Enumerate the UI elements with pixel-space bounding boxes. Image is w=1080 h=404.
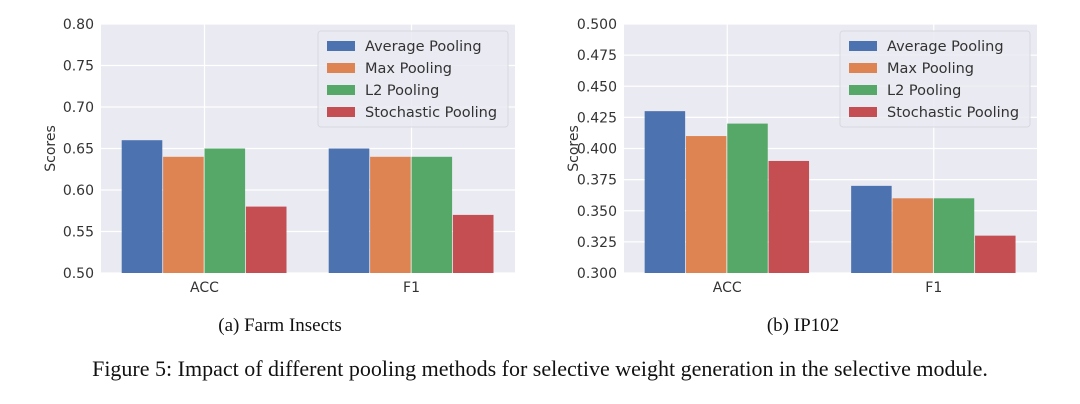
legend-swatch [849, 107, 877, 117]
y-tick-label: 0.450 [577, 79, 617, 95]
legend-box [317, 30, 509, 128]
bar-max-pooling [685, 136, 727, 273]
legend-swatch [849, 63, 877, 73]
legend-label: Max Pooling [887, 61, 974, 77]
legend-swatch [849, 41, 877, 51]
legend-swatch [327, 85, 355, 95]
subcaption: (b) IP102 [767, 315, 839, 336]
y-tick-label: 0.60 [63, 183, 94, 199]
subcaption: (a) Farm Insects [218, 315, 341, 336]
legend-box [839, 30, 1031, 128]
legend-swatch [327, 107, 355, 117]
y-tick-label: 0.50 [63, 266, 94, 282]
bar-average-pooling [328, 148, 370, 273]
legend-label: Average Pooling [365, 39, 482, 55]
y-tick-label: 0.75 [63, 59, 94, 75]
chart-farm-insects: 0.50 0.55 0.60 0.65 0.70 0.75 0.80 ACC F1 Scores A… [43, 17, 515, 336]
legend: Average Pooling Max Pooling L2 Pooling Stoc… [839, 30, 1031, 128]
bar-stochastic-pooling [975, 235, 1016, 273]
y-tick-label: 0.375 [577, 173, 617, 189]
x-tick-label: F1 [925, 280, 942, 296]
bar-l2-pooling [204, 148, 246, 273]
bar-max-pooling [163, 156, 204, 273]
figure-caption: Figure 5: Impact of different pooling me… [92, 356, 988, 381]
bar-average-pooling [644, 111, 686, 274]
y-tick-label: 0.80 [63, 17, 94, 33]
bar-stochastic-pooling [452, 214, 494, 273]
bar-stochastic-pooling [768, 160, 810, 273]
y-tick-label: 0.325 [577, 235, 617, 251]
legend-label: Max Pooling [365, 61, 452, 77]
y-tick-label: 0.55 [63, 225, 94, 241]
bar-l2-pooling [933, 198, 975, 273]
y-tick-label: 0.65 [63, 142, 94, 158]
x-tick-label: ACC [713, 280, 742, 296]
y-tick-label: 0.300 [577, 266, 617, 282]
bar-average-pooling [851, 185, 892, 273]
legend: Average Pooling Max Pooling L2 Pooling Stoc… [317, 30, 509, 128]
legend-swatch [327, 63, 355, 73]
y-tick-label: 0.400 [577, 142, 617, 158]
legend-label: Stochastic Pooling [365, 105, 497, 121]
bar-l2-pooling [727, 123, 768, 273]
y-axis-label: Scores [566, 125, 582, 172]
x-tick-label: ACC [190, 280, 219, 296]
x-tick-label: F1 [403, 280, 420, 296]
legend-label: Stochastic Pooling [887, 105, 1019, 121]
bar-l2-pooling [411, 156, 453, 273]
y-tick-label: 0.70 [63, 100, 94, 116]
bar-stochastic-pooling [245, 206, 287, 273]
legend-label: L2 Pooling [365, 83, 439, 99]
y-axis-label: Scores [43, 125, 59, 172]
legend-swatch [327, 41, 355, 51]
y-tick-label: 0.425 [577, 110, 617, 126]
chart-ip102: 0.300 0.325 0.350 0.375 0.400 0.425 0.450 0.475… [566, 17, 1037, 336]
legend-swatch [849, 85, 877, 95]
y-tick-label: 0.475 [577, 48, 617, 64]
legend-label: L2 Pooling [887, 83, 961, 99]
bar-average-pooling [121, 140, 163, 273]
bar-max-pooling [370, 156, 411, 273]
legend-label: Average Pooling [887, 39, 1004, 55]
bar-max-pooling [892, 198, 933, 273]
y-tick-label: 0.500 [577, 17, 617, 33]
y-tick-label: 0.350 [577, 204, 617, 220]
